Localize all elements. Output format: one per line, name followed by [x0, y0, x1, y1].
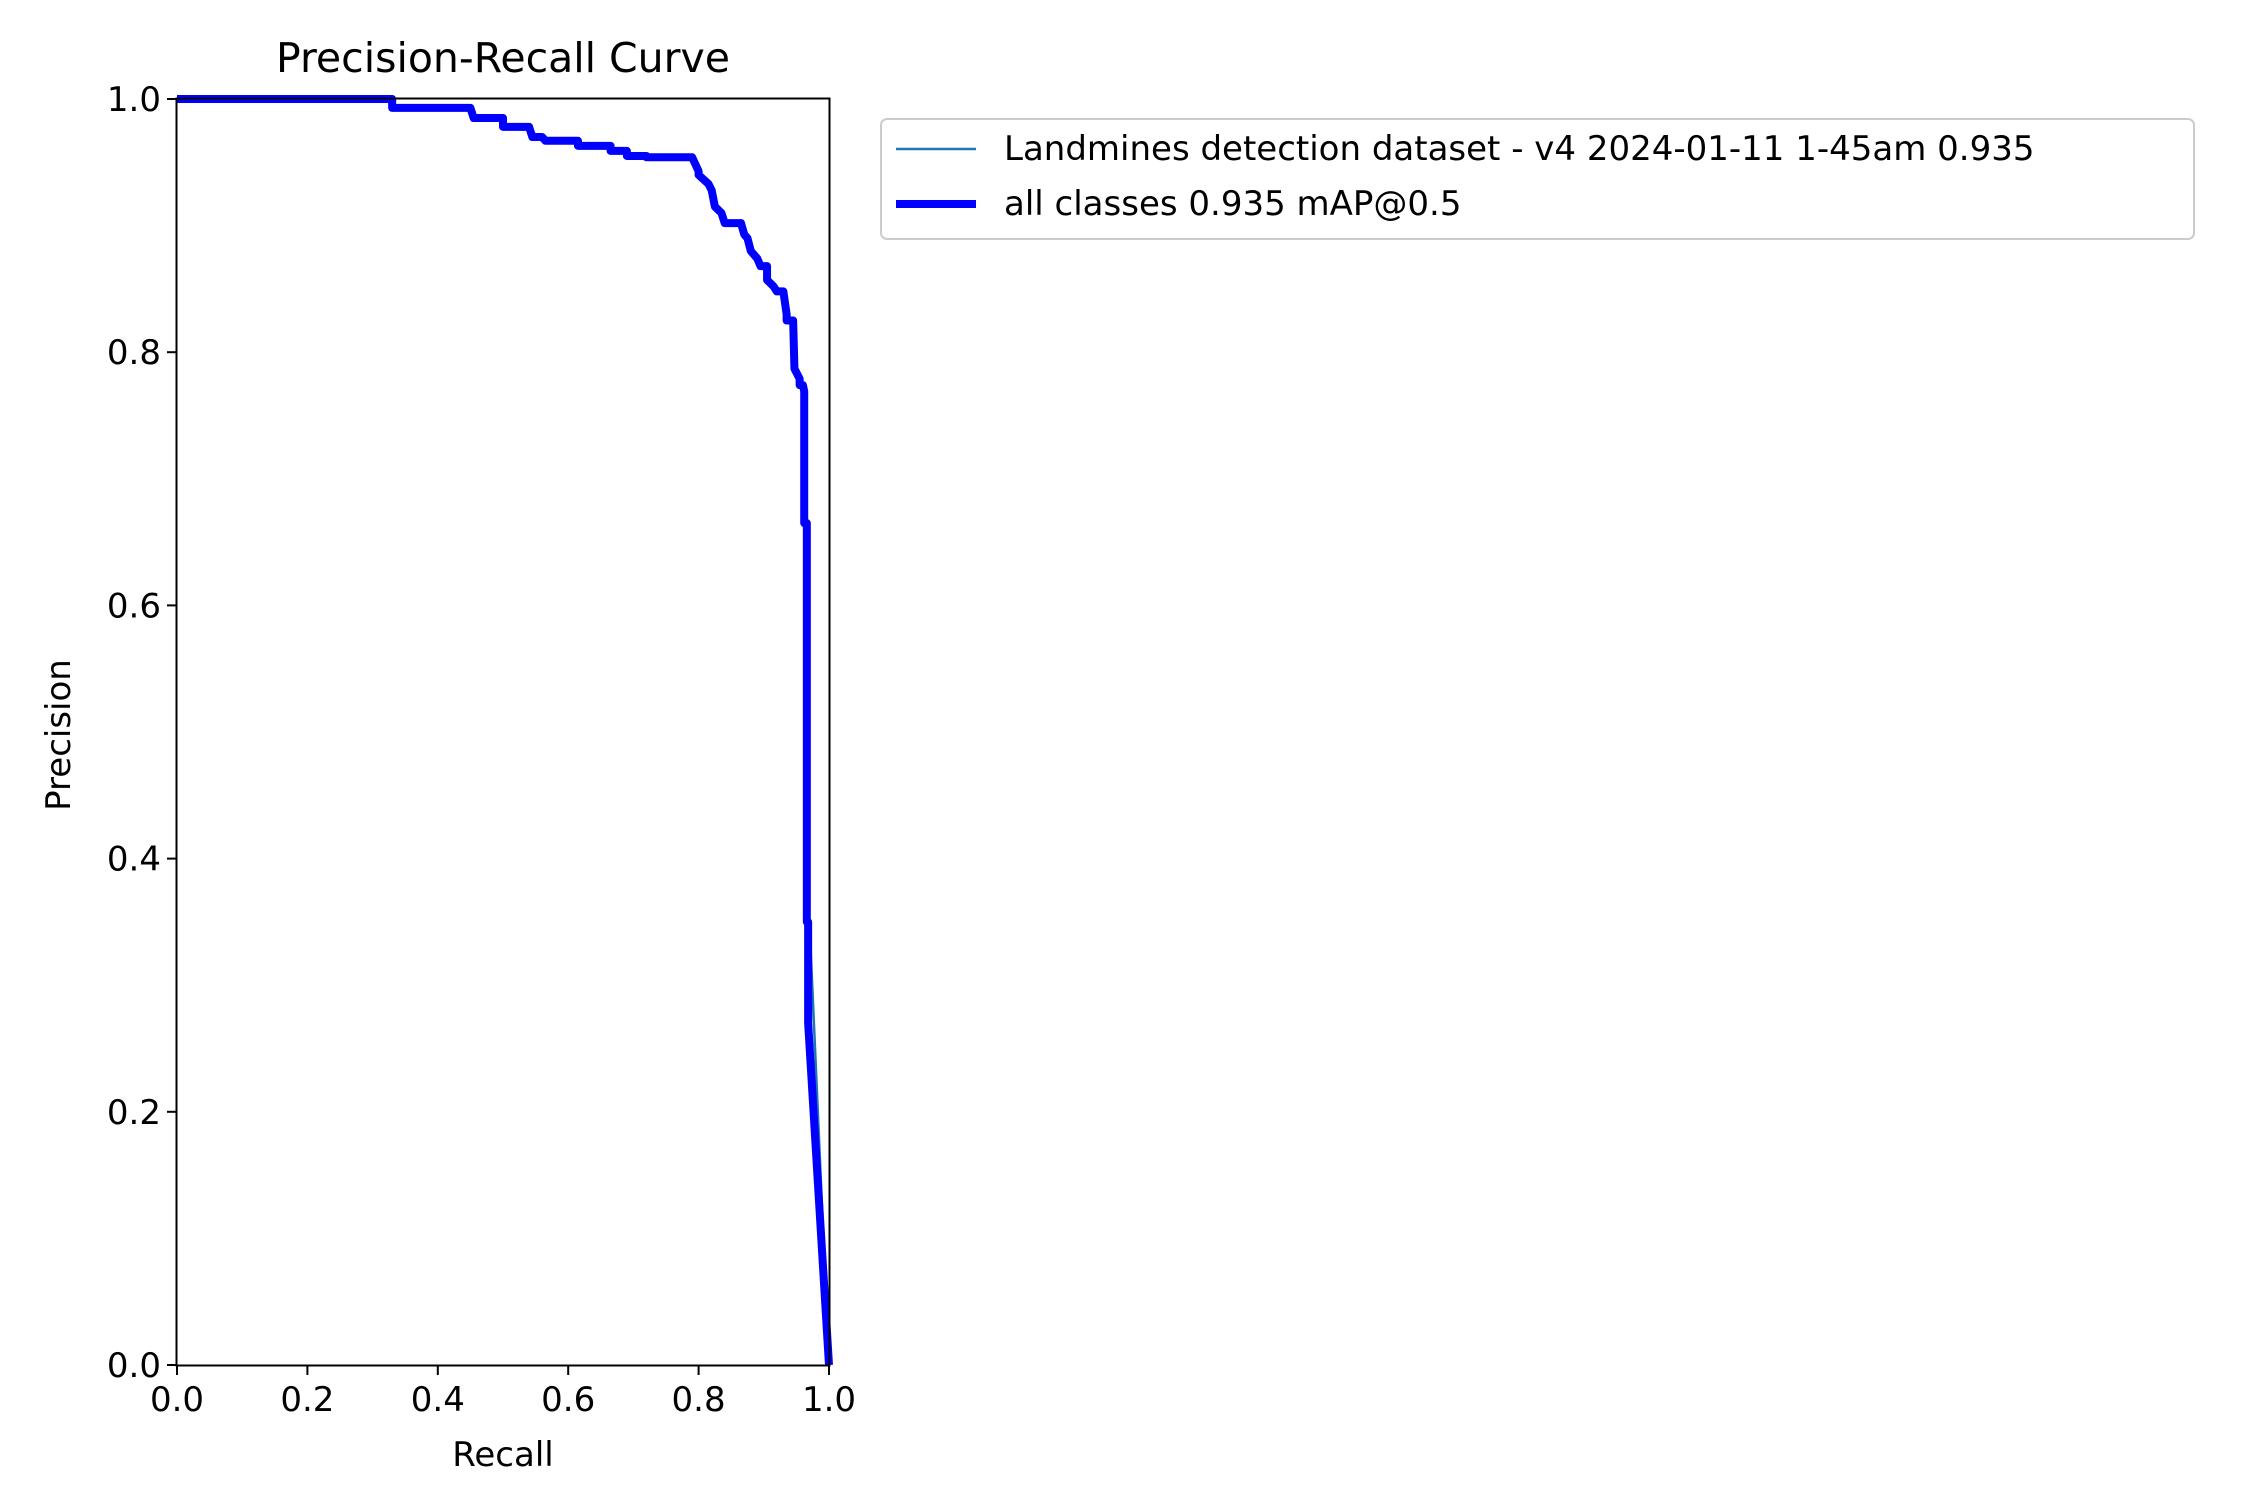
y-tick-label: 1.0: [107, 80, 161, 120]
series-layer: [177, 95, 833, 1366]
legend: Landmines detection dataset - v4 2024-01…: [880, 118, 2195, 240]
chart-title: Precision-Recall Curve: [276, 34, 730, 82]
x-axis-ticks: 0.0 0.2 0.4 0.6 0.8 1.0: [150, 1365, 856, 1420]
x-tick-label: 0.6: [541, 1380, 595, 1420]
x-tick-label: 0.2: [280, 1380, 334, 1420]
legend-label-landmines-dataset: Landmines detection dataset - v4 2024-01…: [1004, 129, 2035, 169]
y-tick-label: 0.2: [107, 1093, 161, 1133]
plot-frame: [175, 97, 831, 1367]
y-tick-label: 0.8: [107, 333, 161, 373]
x-tick-label: 0.8: [672, 1380, 726, 1420]
x-tick-label: 0.4: [411, 1380, 465, 1420]
series-line-all-classes: [177, 95, 833, 1366]
x-tick-label: 1.0: [802, 1380, 856, 1420]
y-tick-label: 0.0: [107, 1346, 161, 1386]
y-tick-label: 0.6: [107, 586, 161, 626]
legend-label-all-classes: all classes 0.935 mAP@0.5: [1004, 184, 1461, 224]
y-axis-label: Precision: [39, 659, 79, 811]
x-tick-label: 0.0: [150, 1380, 204, 1420]
y-tick-label: 0.4: [107, 840, 161, 880]
y-axis-ticks: 0.0 0.2 0.4 0.6 0.8 1.0: [107, 80, 177, 1386]
legend-box: [880, 118, 2195, 240]
x-axis-label: Recall: [452, 1435, 553, 1475]
